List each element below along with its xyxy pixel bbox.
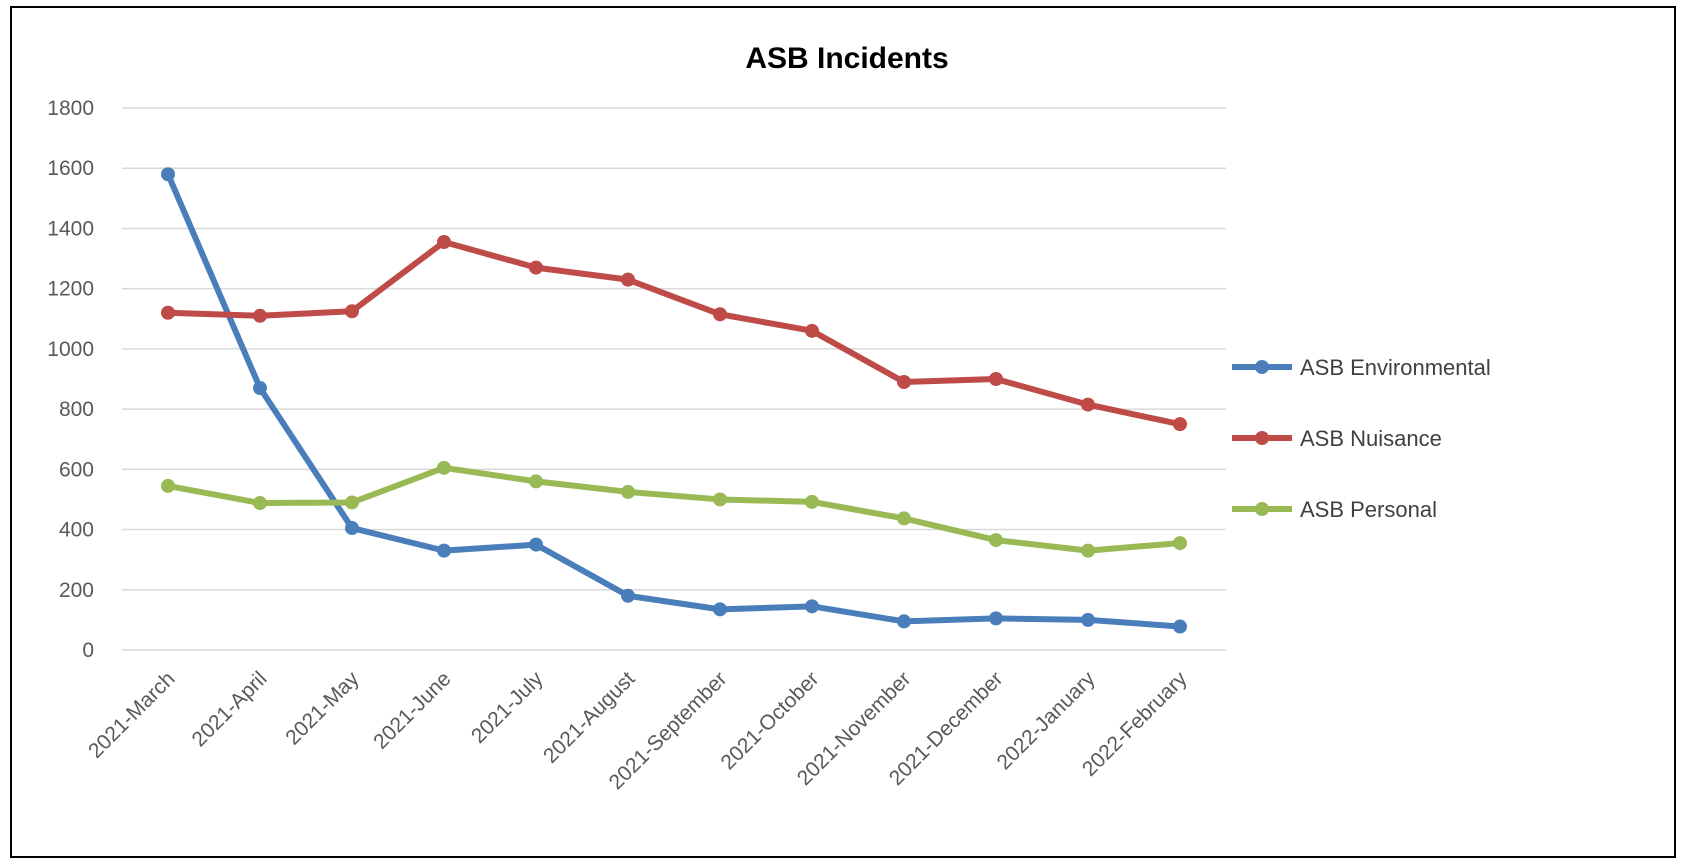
data-point — [253, 381, 267, 396]
data-point — [713, 602, 727, 617]
y-tick-label: 200 — [59, 579, 94, 602]
data-point — [805, 494, 819, 509]
y-tick-label: 1800 — [47, 97, 94, 120]
legend-label: ASB Nuisance — [1300, 426, 1442, 451]
data-point — [345, 521, 359, 536]
data-point — [621, 272, 635, 287]
data-point — [897, 375, 911, 390]
data-point — [345, 495, 359, 510]
chart-title: ASB Incidents — [745, 42, 948, 75]
data-point — [989, 533, 1003, 548]
legend-marker — [1255, 360, 1269, 374]
y-tick-label: 600 — [59, 458, 94, 481]
series-line — [165, 464, 1183, 554]
data-point — [253, 496, 267, 511]
data-point — [805, 323, 819, 338]
data-point — [713, 307, 727, 322]
data-point — [1081, 397, 1095, 412]
x-tick-label: 2021-June — [369, 667, 455, 753]
series-lines — [161, 167, 1187, 634]
x-tick-label: 2021-April — [188, 667, 272, 751]
data-point — [1081, 612, 1095, 627]
data-point — [161, 167, 175, 182]
data-point — [529, 474, 543, 489]
y-tick-label: 800 — [59, 398, 94, 421]
data-point — [713, 492, 727, 507]
data-point — [621, 588, 635, 603]
data-point — [161, 478, 175, 493]
data-point — [161, 305, 175, 320]
data-point — [1081, 543, 1095, 558]
x-axis-ticks: 2021-March 2021-April 2021-May 2021-June 202… — [84, 667, 1192, 794]
data-point — [989, 372, 1003, 386]
legend-label: ASB Personal — [1300, 497, 1437, 522]
data-point — [1173, 619, 1187, 634]
y-tick-label: 1400 — [47, 217, 94, 240]
data-point — [897, 614, 911, 629]
data-point — [897, 511, 911, 526]
x-tick-label: 2021-May — [281, 667, 364, 750]
data-point — [1173, 536, 1187, 551]
data-point — [529, 260, 543, 275]
data-point — [437, 460, 451, 475]
data-point — [621, 484, 635, 499]
x-tick-label: 2021-July — [467, 667, 548, 748]
data-point — [253, 308, 267, 323]
data-point — [529, 537, 543, 552]
legend: ASB Environmental ASB Nuisance ASB Persona… — [1232, 355, 1491, 522]
y-tick-label: 400 — [59, 519, 94, 542]
x-tick-label: 2021-August — [539, 667, 640, 768]
y-tick-label: 1600 — [47, 157, 94, 180]
series-line — [165, 171, 1183, 630]
data-point — [989, 611, 1003, 626]
data-point — [345, 304, 359, 319]
x-tick-label: 2021-March — [84, 667, 180, 763]
data-point — [437, 234, 451, 249]
legend-marker — [1255, 502, 1269, 516]
y-axis-ticks: 0 200 400 600 800 1000 1200 1400 1600 1800 — [47, 97, 94, 662]
y-tick-label: 1200 — [47, 278, 94, 301]
data-point — [437, 543, 451, 558]
data-point — [805, 599, 819, 614]
data-point — [1173, 417, 1187, 432]
y-tick-label: 1000 — [47, 338, 94, 361]
gridlines — [122, 107, 1226, 651]
legend-label: ASB Environmental — [1300, 355, 1491, 380]
y-tick-label: 0 — [82, 639, 94, 662]
chart-frame: ASB Incidents 0 200 400 600 800 1000 1200 1400 1… — [10, 6, 1676, 858]
legend-marker — [1255, 431, 1269, 445]
series-line — [165, 238, 1183, 428]
line-chart: ASB Incidents 0 200 400 600 800 1000 1200 1400 1… — [47, 42, 1491, 794]
